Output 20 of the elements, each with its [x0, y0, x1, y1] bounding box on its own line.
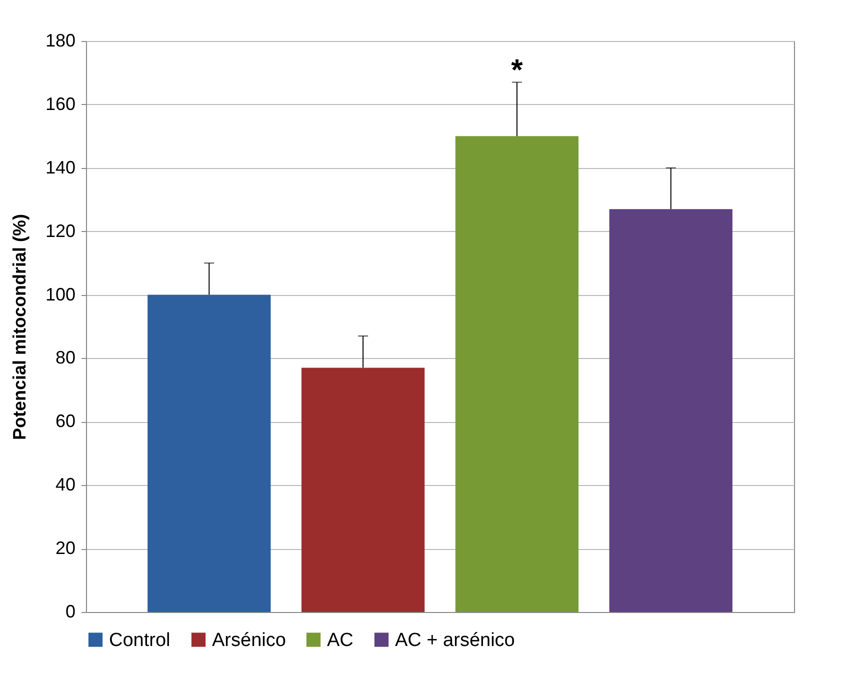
legend-label: Control: [109, 630, 170, 651]
y-tick-label: 20: [55, 538, 76, 558]
legend-label: AC + arsénico: [395, 630, 515, 651]
bar: [301, 368, 425, 612]
y-tick-label: 160: [45, 94, 76, 114]
y-tick-label: 0: [65, 602, 76, 622]
y-tick-label: 60: [55, 411, 76, 432]
bar: [455, 136, 579, 612]
y-tick-label: 40: [55, 474, 76, 495]
legend-label: Arsénico: [212, 630, 286, 651]
bar: [148, 294, 271, 612]
y-tick-label: 180: [45, 30, 76, 50]
y-tick-label: 140: [45, 157, 76, 178]
bar: [609, 209, 732, 612]
annotation: *: [511, 54, 524, 88]
y-tick-label: 120: [45, 220, 76, 241]
legend-label: AC: [327, 630, 354, 651]
y-tick-label: 100: [45, 284, 76, 304]
y-axis-title: Potencial mitocondrial (%): [9, 214, 30, 440]
y-tick-label: 80: [55, 348, 76, 368]
